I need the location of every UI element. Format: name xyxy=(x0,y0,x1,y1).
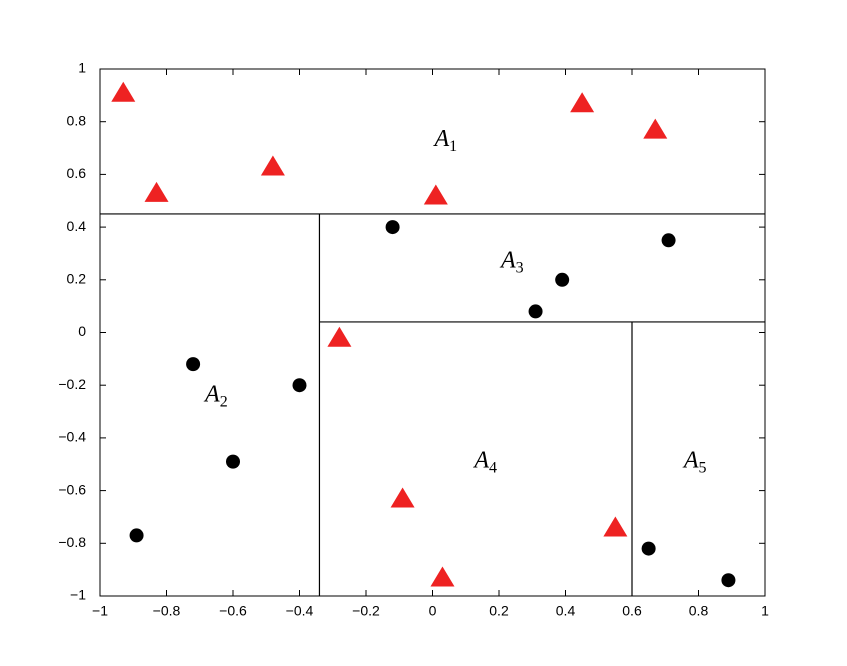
y-tick-label: 0.6 xyxy=(67,165,87,181)
x-tick-label: 0.6 xyxy=(622,603,642,619)
x-tick-label: 0.2 xyxy=(489,603,509,619)
triangle-point xyxy=(603,516,628,537)
y-tick-label: −1 xyxy=(70,587,86,603)
y-tick-label: 1 xyxy=(78,60,86,76)
region-letter: A xyxy=(432,126,449,152)
triangle-point xyxy=(430,566,455,587)
region-subscript: 4 xyxy=(489,459,497,476)
y-tick-label: 0.8 xyxy=(67,112,87,128)
y-tick-label: 0.2 xyxy=(67,271,87,287)
x-tick-label: 0.8 xyxy=(689,603,709,619)
y-tick-label: 0.4 xyxy=(67,218,87,234)
triangle-point xyxy=(144,181,169,202)
region-letter: A xyxy=(682,447,699,473)
region-letter: A xyxy=(472,447,489,473)
circle-point xyxy=(721,573,736,588)
circle-point xyxy=(186,357,201,372)
region-subscript: 3 xyxy=(516,259,524,276)
triangle-point xyxy=(570,92,595,113)
circle-point xyxy=(528,304,543,319)
region-subscript: 5 xyxy=(699,459,707,476)
region-label: A2 xyxy=(203,381,228,410)
circle-point xyxy=(129,528,144,543)
circle-point xyxy=(385,220,400,235)
region-label: A5 xyxy=(682,447,707,476)
circle-point xyxy=(555,272,570,287)
triangle-point xyxy=(390,487,415,508)
y-tick-label: −0.6 xyxy=(58,481,86,497)
x-tick-label: −0.8 xyxy=(153,603,181,619)
region-label: A3 xyxy=(499,247,524,276)
y-tick-label: −0.8 xyxy=(58,534,86,550)
x-tick-label: −0.2 xyxy=(352,603,380,619)
triangle-point xyxy=(327,326,352,347)
circle-point xyxy=(641,541,656,556)
circle-point xyxy=(661,233,676,248)
x-tick-label: −1 xyxy=(92,603,108,619)
region-label: A4 xyxy=(472,447,497,476)
x-tick-label: −0.4 xyxy=(286,603,314,619)
region-label: A1 xyxy=(432,126,457,155)
y-tick-label: −0.2 xyxy=(58,376,86,392)
y-tick-label: −0.4 xyxy=(58,429,86,445)
region-letter: A xyxy=(203,381,220,407)
region-subscript: 1 xyxy=(449,138,457,155)
triangle-point xyxy=(643,118,668,139)
x-tick-label: 0.4 xyxy=(556,603,576,619)
region-subscript: 2 xyxy=(220,393,228,410)
y-tick-label: 0 xyxy=(78,323,86,339)
triangle-point xyxy=(423,184,448,205)
region-letter: A xyxy=(499,247,516,273)
x-tick-label: 1 xyxy=(761,603,769,619)
triangle-point xyxy=(111,81,136,102)
x-tick-label: −0.6 xyxy=(219,603,247,619)
circle-point xyxy=(226,454,240,469)
circle-point xyxy=(292,378,307,393)
x-tick-label: 0 xyxy=(429,603,437,619)
triangle-point xyxy=(260,155,285,176)
